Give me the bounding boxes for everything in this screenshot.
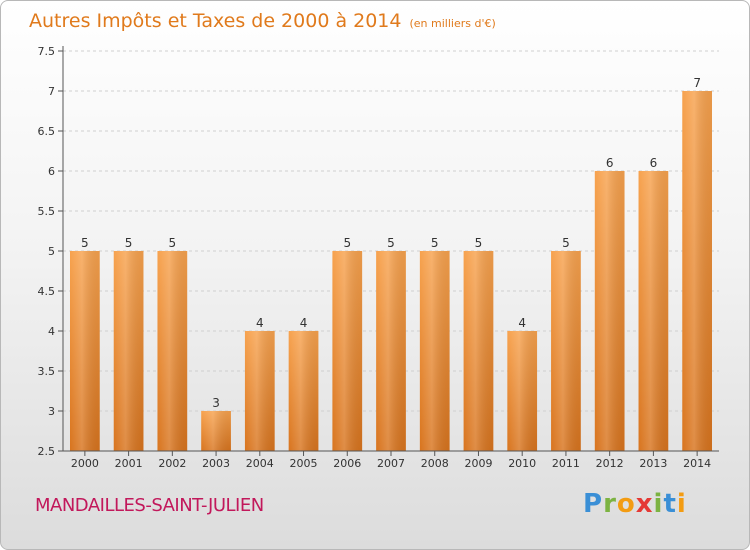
bar-sheen — [113, 251, 144, 451]
bar-sheen — [332, 251, 363, 451]
x-tick-label: 2013 — [639, 457, 667, 470]
bars: 5 5 5 3 4 4 5 5 5 5 4 5 6 6 7 — [69, 76, 713, 451]
bar-sheen — [157, 251, 188, 451]
bar-value-label: 6 — [650, 156, 658, 170]
bar-value-label: 5 — [125, 236, 133, 250]
y-tick-label: 3.5 — [38, 365, 56, 378]
y-tick-label: 7.5 — [38, 45, 56, 58]
x-tick-label: 2004 — [246, 457, 274, 470]
logo-letter: r — [603, 489, 617, 519]
bar-sheen — [69, 251, 100, 451]
y-tick-label: 5.5 — [38, 205, 56, 218]
y-tick-label: 2.5 — [38, 445, 56, 458]
chart-title: Autres Impôts et Taxes de 2000 à 2014 — [29, 10, 402, 32]
bar-value-label: 5 — [343, 236, 351, 250]
bar-value-label: 5 — [562, 236, 570, 250]
bar-value-label: 5 — [387, 236, 395, 250]
x-tick-label: 2011 — [552, 457, 580, 470]
logo-letter: o — [616, 489, 636, 519]
bar-value-label: 5 — [475, 236, 483, 250]
x-tick-label: 2008 — [421, 457, 449, 470]
logo-letter: t — [663, 489, 677, 519]
logo-letter: x — [635, 489, 654, 519]
y-tick-label: 6 — [48, 165, 55, 178]
bar-value-label: 5 — [431, 236, 439, 250]
bar-value-label: 3 — [212, 396, 220, 410]
y-tick-label: 4.5 — [38, 285, 56, 298]
bar-value-label: 5 — [169, 236, 177, 250]
bar-sheen — [638, 171, 669, 451]
bar-sheen — [463, 251, 494, 451]
x-tick-label: 2002 — [158, 457, 186, 470]
x-tick-label: 2003 — [202, 457, 230, 470]
y-tick-label: 5 — [48, 245, 55, 258]
x-tick-label: 2010 — [508, 457, 536, 470]
y-tick-label: 4 — [48, 325, 55, 338]
bar-value-label: 4 — [256, 316, 264, 330]
bar-sheen — [551, 251, 581, 451]
bar-value-label: 7 — [693, 76, 701, 90]
x-tick-label: 2001 — [115, 457, 143, 470]
chart-subtitle: (en milliers d'€) — [410, 17, 496, 30]
y-tick-label: 6.5 — [38, 125, 56, 138]
bar-value-label: 4 — [518, 316, 526, 330]
axes: 2.5 3 3.5 4 4.5 5 5.5 6 6.5 7 7.5 2000 2001 2002 2003 2… — [38, 45, 719, 470]
bar-value-label: 5 — [81, 236, 89, 250]
logo-letter: i — [676, 489, 687, 519]
bar-sheen — [288, 331, 319, 451]
logo-letter: P — [583, 489, 604, 519]
bar-value-label: 4 — [300, 316, 308, 330]
bar-sheen — [201, 411, 231, 451]
bar-sheen — [507, 331, 538, 451]
x-tick-label: 2006 — [333, 457, 361, 470]
city-name: MANDAILLES-SAINT-JULIEN — [35, 495, 264, 516]
bar-sheen — [244, 331, 275, 451]
x-tick-label: 2007 — [377, 457, 405, 470]
bar-sheen — [419, 251, 450, 451]
x-tick-label: 2009 — [464, 457, 492, 470]
x-tick-label: 2014 — [683, 457, 711, 470]
y-tick-label: 7 — [48, 85, 55, 98]
x-tick-label: 2000 — [71, 457, 99, 470]
logo-letter: i — [653, 489, 664, 519]
x-tick-label: 2012 — [596, 457, 624, 470]
y-tick-label: 3 — [48, 405, 55, 418]
bar-value-label: 6 — [606, 156, 614, 170]
proxiti-logo: Proxiti — [583, 489, 687, 519]
bar-sheen — [594, 171, 625, 451]
bar-sheen — [376, 251, 406, 451]
x-tick-label: 2005 — [290, 457, 318, 470]
bar-sheen — [682, 91, 713, 451]
